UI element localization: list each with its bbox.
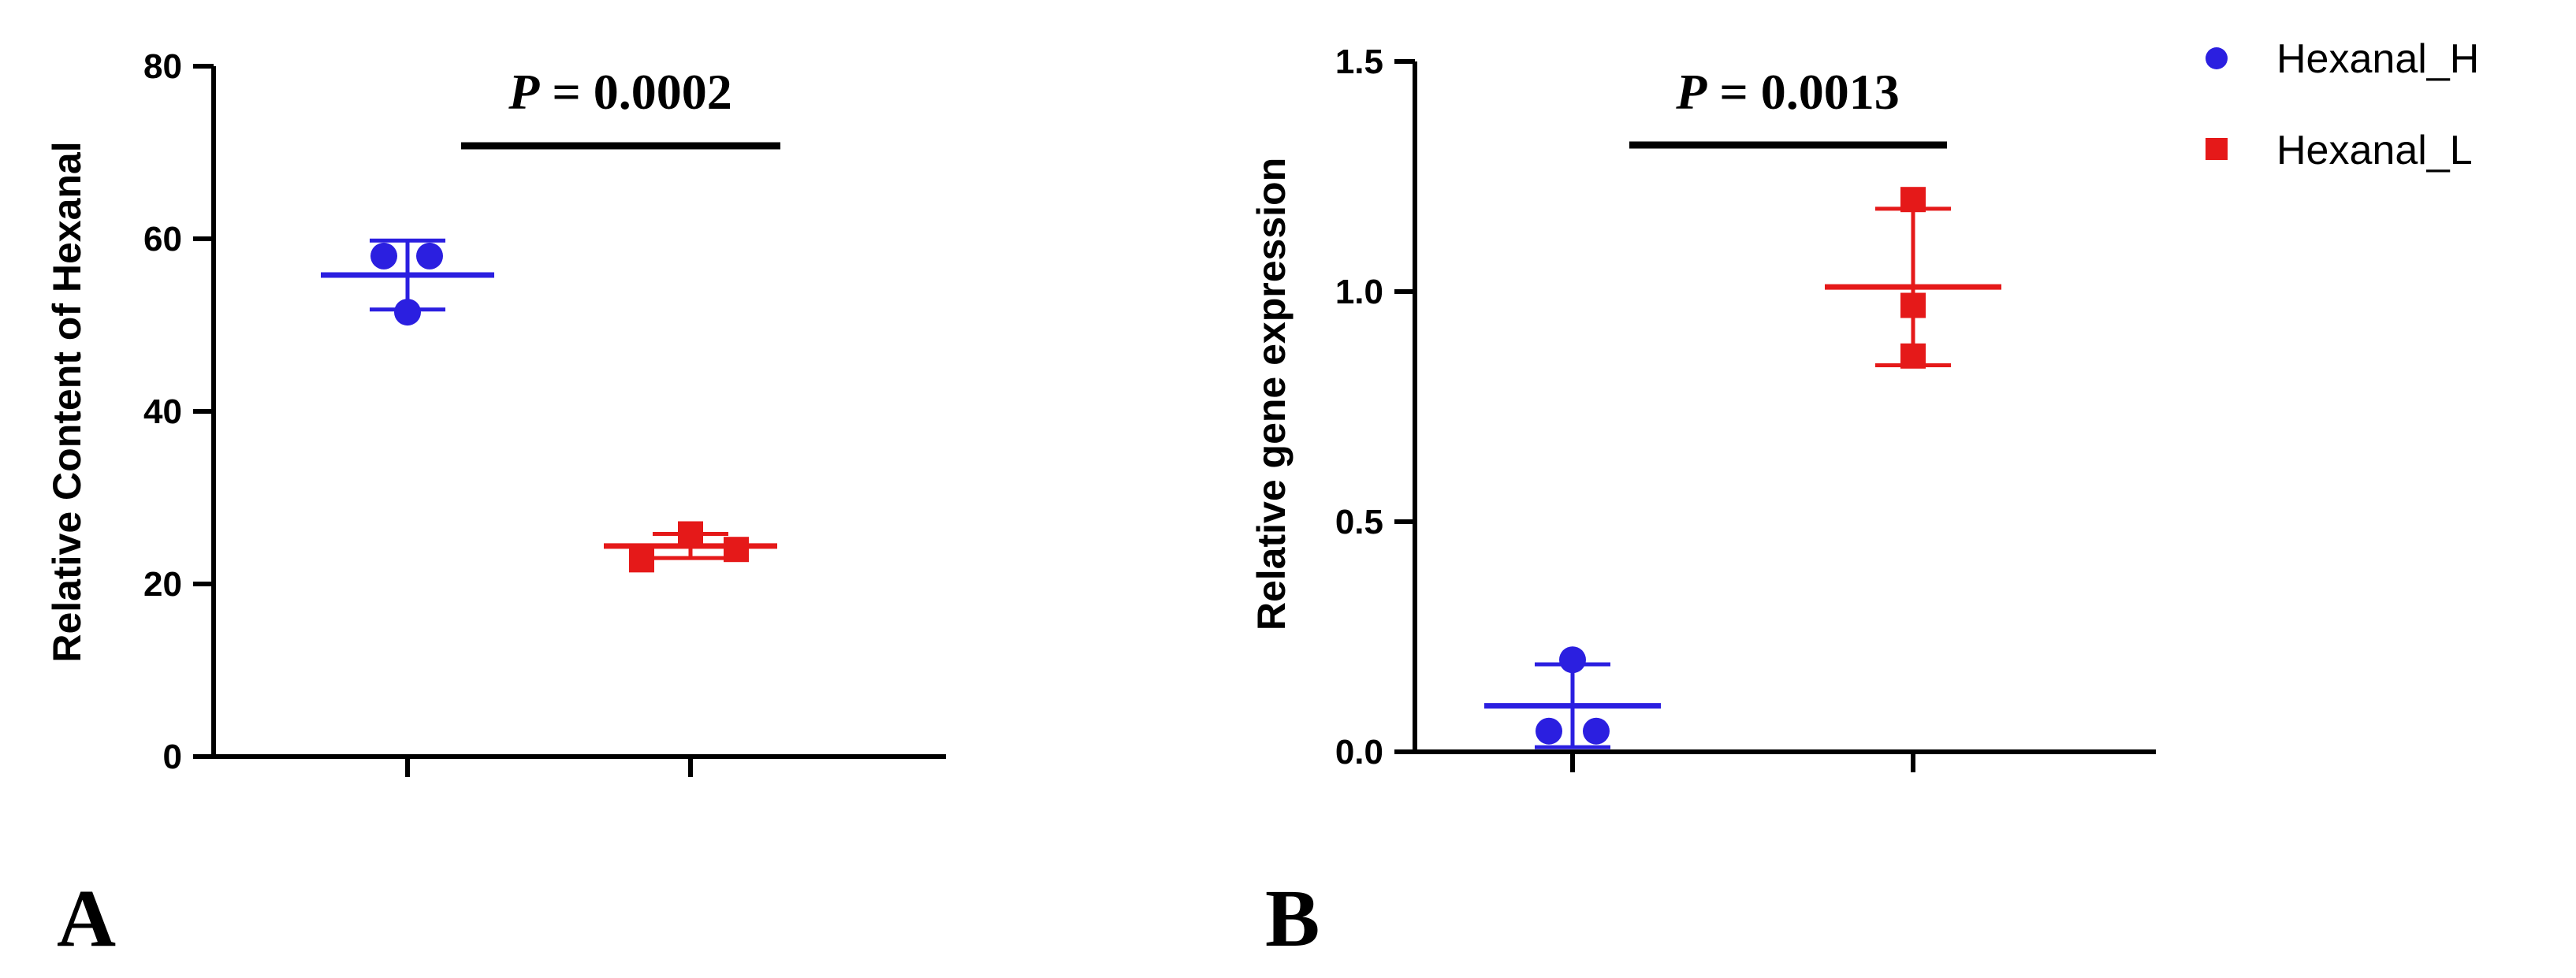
- panel-a-ytick-label-1: 20: [143, 565, 182, 604]
- panel-a-p-value: P = 0.0002: [508, 64, 732, 120]
- panel-a-hexanal-h-point-2: [394, 299, 421, 326]
- panel-b-ytick-label-3: 1.5: [1335, 43, 1383, 81]
- panel-a-ytick-label-0: 0: [163, 738, 182, 776]
- panel-b-hexanal-h-point-1: [1536, 717, 1562, 745]
- panel-a-hexanal-h-point-0: [370, 242, 397, 270]
- legend-label-hexanal-h: Hexanal_H: [2276, 36, 2479, 82]
- panel-a-letter: A: [57, 873, 116, 964]
- panel-a-ytick-label-4: 80: [143, 47, 182, 86]
- panel-a-ytick-label-3: 60: [143, 220, 182, 258]
- panel-b-ytick-label-0: 0.0: [1335, 733, 1383, 772]
- panel-a: Relative Content of Hexanal 0 20 40 60 80 P …: [45, 47, 946, 964]
- legend-label-hexanal-l: Hexanal_L: [2276, 128, 2473, 173]
- panel-b-ylabel: Relative gene expression: [1249, 158, 1294, 630]
- panel-a-ylabel: Relative Content of Hexanal: [45, 141, 89, 662]
- panel-b-hexanal-l-point-2: [1900, 343, 1926, 369]
- panel-b-ytick-label-2: 1.0: [1335, 273, 1383, 311]
- legend: Hexanal_H Hexanal_L: [2206, 36, 2479, 173]
- panel-a-ytick-label-2: 40: [143, 392, 182, 431]
- panel-a-hexanal-l-point-0: [629, 547, 654, 573]
- legend-marker-hexanal-l: [2206, 138, 2228, 160]
- panel-b-p-symbol: P: [1675, 64, 1707, 120]
- panel-b-hexanal-l-point-0: [1900, 187, 1926, 213]
- panel-b: Relative gene expression 0.0 0.5 1.0 1.5 P …: [1249, 43, 2156, 964]
- legend-marker-hexanal-h: [2206, 47, 2228, 69]
- panel-a-hexanal-l-point-2: [724, 537, 749, 563]
- panel-a-p-symbol: P: [508, 64, 540, 120]
- panel-b-p-text: = 0.0013: [1707, 64, 1899, 120]
- panel-a-hexanal-l-point-1: [678, 521, 703, 547]
- panel-b-hexanal-l-point-1: [1900, 292, 1926, 318]
- panel-a-p-text: = 0.0002: [539, 64, 731, 120]
- panel-a-hexanal-h-point-1: [416, 242, 443, 270]
- panel-b-hexanal-h-point-2: [1583, 717, 1610, 745]
- panel-b-p-value: P = 0.0013: [1675, 64, 1900, 120]
- panel-b-ytick-label-1: 0.5: [1335, 503, 1383, 541]
- panel-b-hexanal-h-point-0: [1559, 646, 1586, 674]
- panel-b-letter: B: [1265, 873, 1320, 964]
